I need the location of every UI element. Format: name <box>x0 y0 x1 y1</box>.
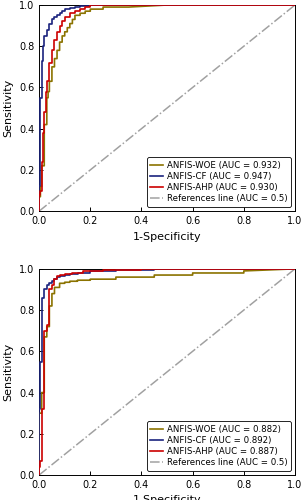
Y-axis label: Sensitivity: Sensitivity <box>3 343 13 401</box>
Legend: ANFIS-WOE (AUC = 0.932), ANFIS-CF (AUC = 0.947), ANFIS-AHP (AUC = 0.930), Refere: ANFIS-WOE (AUC = 0.932), ANFIS-CF (AUC =… <box>147 158 291 207</box>
X-axis label: 1-Specificity: 1-Specificity <box>133 496 201 500</box>
Y-axis label: Sensitivity: Sensitivity <box>3 79 13 137</box>
X-axis label: 1-Specificity: 1-Specificity <box>133 232 201 241</box>
Text: (b): (b) <box>244 440 259 450</box>
Text: (a): (a) <box>244 176 259 186</box>
Legend: ANFIS-WOE (AUC = 0.882), ANFIS-CF (AUC = 0.892), ANFIS-AHP (AUC = 0.887), Refere: ANFIS-WOE (AUC = 0.882), ANFIS-CF (AUC =… <box>147 422 291 470</box>
